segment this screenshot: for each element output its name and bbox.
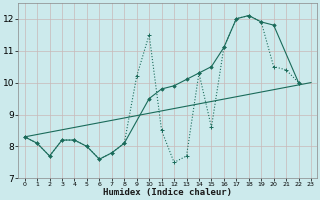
X-axis label: Humidex (Indice chaleur): Humidex (Indice chaleur) <box>103 188 232 197</box>
